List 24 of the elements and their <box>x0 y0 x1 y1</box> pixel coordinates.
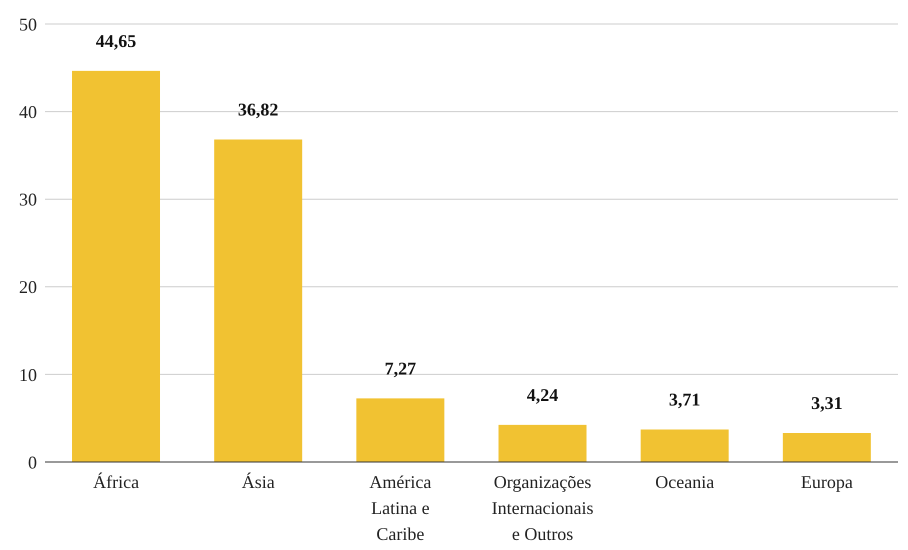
x-tick-label: Oceania <box>655 472 714 492</box>
data-label: 3,31 <box>811 393 843 414</box>
data-label: 7,27 <box>384 358 416 378</box>
bar <box>640 430 729 462</box>
x-tick-label: África <box>93 472 140 492</box>
y-tick-label: 30 <box>19 190 37 210</box>
x-tick-label: América Latina e Caribe <box>369 472 432 544</box>
bar <box>498 424 587 462</box>
bar <box>782 433 871 462</box>
x-tick-label: Europa <box>800 472 853 492</box>
data-label: 4,24 <box>526 384 558 405</box>
y-tick-label: 50 <box>19 14 37 34</box>
y-tick-label: 20 <box>19 277 37 298</box>
y-tick-label: 0 <box>28 452 37 472</box>
x-tick-label: Organizações Internacionais e Outros <box>492 472 594 544</box>
bar <box>214 139 302 462</box>
y-tick-label: 10 <box>19 364 37 385</box>
data-label: 3,71 <box>668 390 700 410</box>
data-label: 44,65 <box>96 30 136 51</box>
bar <box>72 70 160 462</box>
x-tick-label: Ásia <box>242 472 275 492</box>
y-tick-label: 40 <box>19 102 37 122</box>
data-label: 36,82 <box>238 99 278 120</box>
bar <box>356 398 444 462</box>
